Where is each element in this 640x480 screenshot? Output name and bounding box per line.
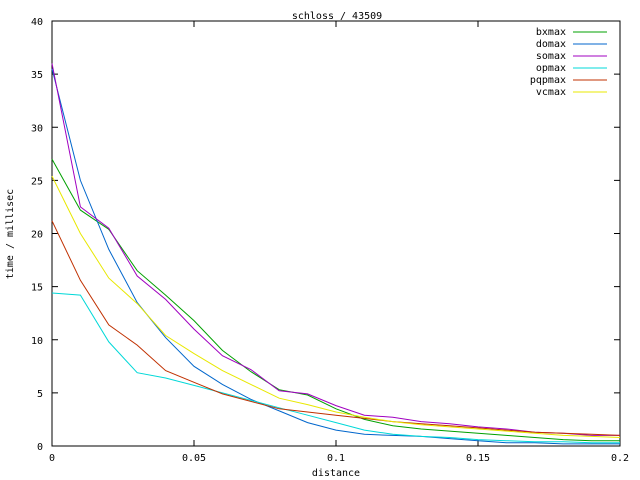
y-tick-label: 5 bbox=[37, 389, 43, 400]
y-tick-label: 25 bbox=[31, 176, 43, 187]
y-tick-label: 35 bbox=[31, 70, 43, 81]
series-line-vcmax bbox=[51, 175, 621, 438]
legend-label-vcmax: vcmax bbox=[536, 87, 566, 98]
legend-label-pqpmax: pqpmax bbox=[530, 75, 566, 86]
series-line-somax bbox=[51, 63, 620, 436]
series-line-opmax bbox=[51, 292, 620, 444]
y-tick-label: 20 bbox=[31, 230, 43, 241]
legend-label-somax: somax bbox=[536, 51, 566, 62]
x-tick-label: 0.15 bbox=[466, 453, 490, 464]
x-tick-label: 0 bbox=[49, 453, 55, 464]
y-axis-label: time / millisec bbox=[5, 189, 16, 279]
y-tick-label: 0 bbox=[37, 442, 43, 453]
y-tick-label: 40 bbox=[31, 17, 43, 28]
series-lines bbox=[51, 63, 621, 445]
series-line-domax bbox=[51, 68, 620, 445]
x-tick-label: 0.05 bbox=[182, 453, 206, 464]
chart-title: schloss / 43509 bbox=[292, 11, 382, 22]
y-tick-label: 15 bbox=[31, 283, 43, 294]
series-line-pqpmax bbox=[51, 220, 621, 436]
x-tick-label: 0.2 bbox=[611, 453, 629, 464]
series-line-bxmax bbox=[51, 158, 620, 442]
y-tick-label: 10 bbox=[31, 336, 43, 347]
x-axis-label: distance bbox=[312, 468, 360, 479]
y-tick-label: 30 bbox=[31, 123, 43, 134]
legend-label-domax: domax bbox=[536, 39, 566, 50]
x-tick-label: 0.1 bbox=[327, 453, 345, 464]
legend-label-opmax: opmax bbox=[536, 63, 566, 74]
legend-label-bxmax: bxmax bbox=[536, 27, 566, 38]
